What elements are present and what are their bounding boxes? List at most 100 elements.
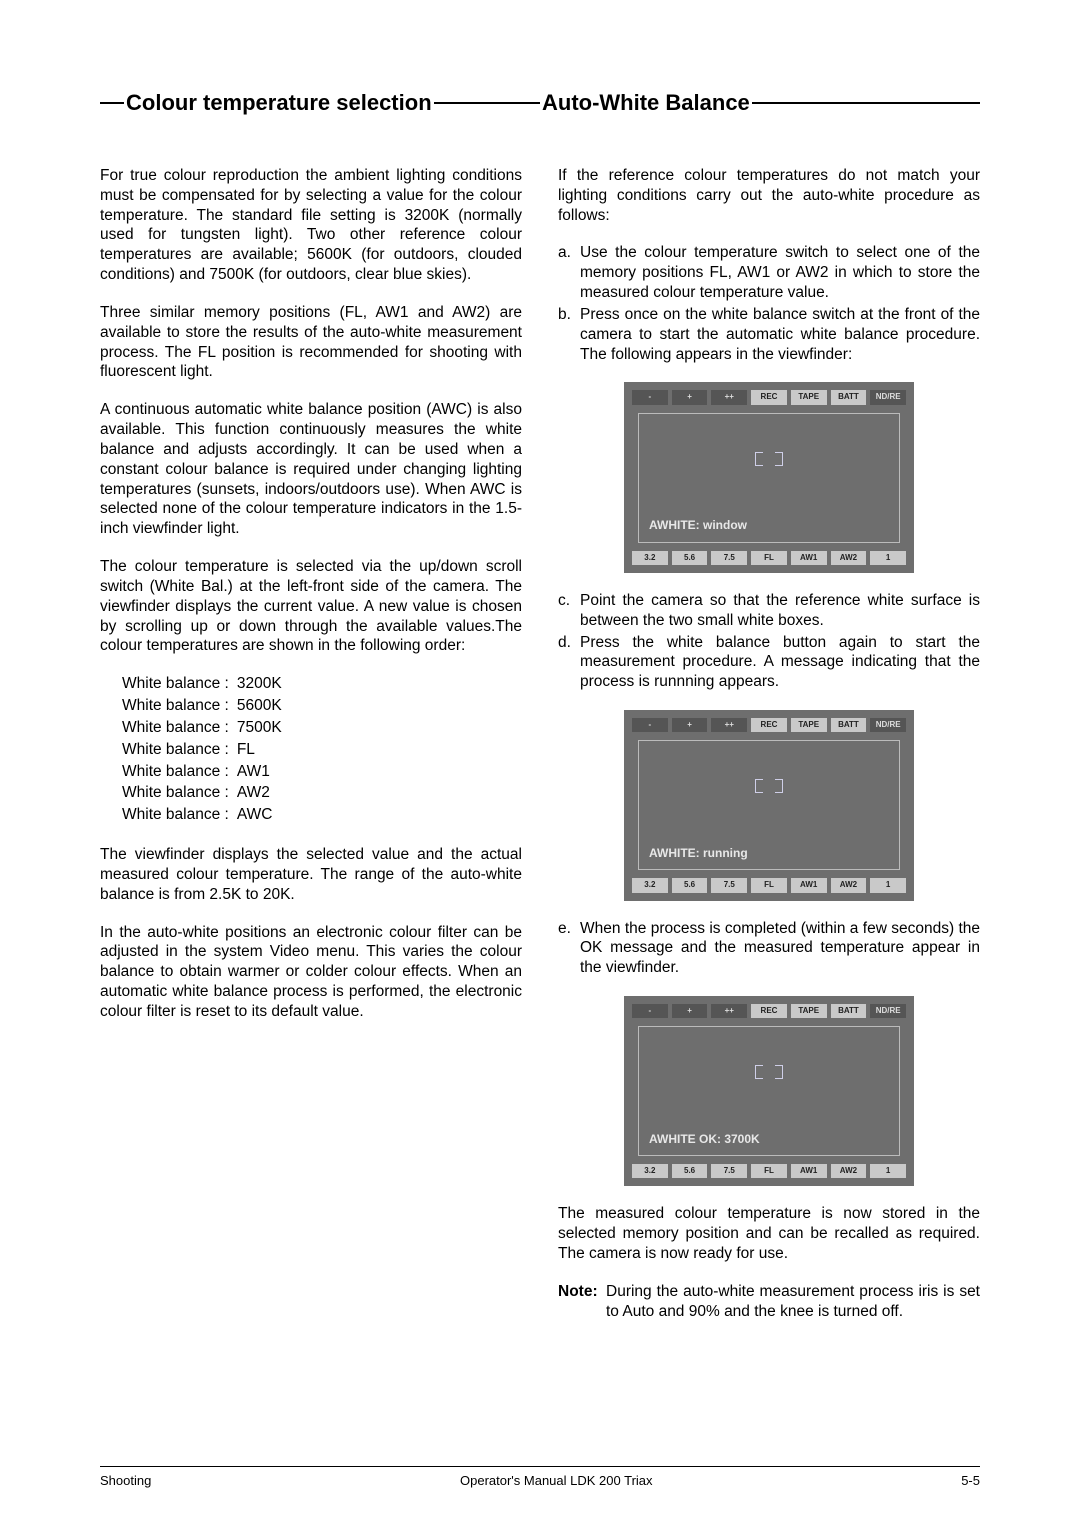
heading-rule bbox=[100, 102, 124, 104]
vf-bottom-row: 3.2 5.6 7.5 FL AW1 AW2 1 bbox=[632, 878, 906, 892]
heading-rule bbox=[752, 102, 980, 104]
vf-tag: REC bbox=[751, 1004, 787, 1018]
vf-brackets bbox=[639, 1065, 899, 1079]
wb-label: White balance : bbox=[122, 783, 237, 805]
headings-row: Colour temperature selection Auto-White … bbox=[100, 90, 980, 116]
bracket-icon bbox=[755, 1065, 763, 1079]
vf-tag: 7.5 bbox=[711, 1164, 747, 1178]
vf-tag: ND/RE bbox=[870, 390, 906, 404]
vf-tag: ND/RE bbox=[870, 1004, 906, 1018]
vf-tag: FL bbox=[751, 551, 787, 565]
note-label-text: Note bbox=[558, 1283, 592, 1300]
vf-tag: 3.2 bbox=[632, 551, 668, 565]
table-row: White balance :AW1 bbox=[122, 762, 290, 784]
vf-tag: + bbox=[672, 390, 708, 404]
table-row: White balance :AWC bbox=[122, 805, 290, 827]
step-marker: a. bbox=[558, 243, 580, 302]
columns: For true colour reproduction the ambient… bbox=[100, 166, 980, 1322]
vf-message: AWHITE: window bbox=[649, 518, 747, 533]
wb-label: White balance : bbox=[122, 674, 237, 696]
heading-right-block: Auto-White Balance bbox=[540, 90, 980, 116]
bracket-icon bbox=[755, 452, 763, 466]
vf-message: AWHITE: running bbox=[649, 846, 748, 861]
viewfinder: - + ++ REC TAPE BATT ND/RE AWHITE: runni… bbox=[624, 710, 914, 900]
vf-tag: - bbox=[632, 718, 668, 732]
wb-value: 3200K bbox=[237, 674, 290, 696]
heading-left: Colour temperature selection bbox=[124, 90, 434, 116]
wb-value: AWC bbox=[237, 805, 290, 827]
bracket-icon bbox=[775, 1065, 783, 1079]
wb-label: White balance : bbox=[122, 762, 237, 784]
table-row: White balance :FL bbox=[122, 740, 290, 762]
step-text: Press once on the white balance switch a… bbox=[580, 305, 980, 364]
vf-tag: FL bbox=[751, 878, 787, 892]
vf-tag: 5.6 bbox=[672, 1164, 708, 1178]
vf-tag: ++ bbox=[711, 390, 747, 404]
viewfinder-figure: - + ++ REC TAPE BATT ND/RE AWHITE: windo… bbox=[558, 382, 980, 572]
viewfinder-figure: - + ++ REC TAPE BATT ND/RE AWHITE: runni… bbox=[558, 710, 980, 900]
table-row: White balance :AW2 bbox=[122, 783, 290, 805]
vf-tag: TAPE bbox=[791, 390, 827, 404]
paragraph: Three similar memory positions (FL, AW1 … bbox=[100, 303, 522, 382]
table-row: White balance :5600K bbox=[122, 696, 290, 718]
steps-list: c.Point the camera so that the reference… bbox=[558, 591, 980, 692]
vf-bottom-row: 3.2 5.6 7.5 FL AW1 AW2 1 bbox=[632, 1164, 906, 1178]
vf-tag: BATT bbox=[831, 390, 867, 404]
step-marker: c. bbox=[558, 591, 580, 631]
note-text: During the auto-white measurement proces… bbox=[606, 1282, 980, 1322]
vf-top-row: - + ++ REC TAPE BATT ND/RE bbox=[632, 718, 906, 732]
vf-screen: AWHITE: running bbox=[638, 740, 900, 870]
vf-tag: AW1 bbox=[791, 1164, 827, 1178]
vf-top-row: - + ++ REC TAPE BATT ND/RE bbox=[632, 390, 906, 404]
paragraph: The viewfinder displays the selected val… bbox=[100, 845, 522, 904]
wb-label: White balance : bbox=[122, 696, 237, 718]
vf-tag: 5.6 bbox=[672, 878, 708, 892]
wb-value: AW1 bbox=[237, 762, 290, 784]
vf-tag: ++ bbox=[711, 718, 747, 732]
vf-tag: 1 bbox=[870, 878, 906, 892]
vf-tag: AW2 bbox=[831, 878, 867, 892]
list-item: d.Press the white balance button again t… bbox=[558, 633, 980, 692]
vf-brackets bbox=[639, 452, 899, 466]
vf-bottom-row: 3.2 5.6 7.5 FL AW1 AW2 1 bbox=[632, 551, 906, 565]
vf-screen: AWHITE: window bbox=[638, 413, 900, 543]
note-label: Note: bbox=[558, 1282, 606, 1322]
heading-rule bbox=[434, 102, 540, 104]
paragraph: A continuous automatic white balance pos… bbox=[100, 400, 522, 539]
bracket-icon bbox=[775, 779, 783, 793]
step-text: Point the camera so that the reference w… bbox=[580, 591, 980, 631]
wb-label: White balance : bbox=[122, 805, 237, 827]
bracket-icon bbox=[755, 779, 763, 793]
paragraph: If the reference colour temperatures do … bbox=[558, 166, 980, 225]
bracket-icon bbox=[775, 452, 783, 466]
step-marker: d. bbox=[558, 633, 580, 692]
note-block: Note: During the auto-white measurement … bbox=[558, 1282, 980, 1322]
vf-tag: 1 bbox=[870, 551, 906, 565]
heading-left-block: Colour temperature selection bbox=[100, 90, 540, 116]
vf-tag: FL bbox=[751, 1164, 787, 1178]
vf-tag: ++ bbox=[711, 1004, 747, 1018]
list-item: e.When the process is completed (within … bbox=[558, 919, 980, 978]
heading-right: Auto-White Balance bbox=[540, 90, 752, 116]
steps-list: e.When the process is completed (within … bbox=[558, 919, 980, 978]
table-row: White balance :7500K bbox=[122, 718, 290, 740]
vf-tag: AW1 bbox=[791, 878, 827, 892]
vf-tag: REC bbox=[751, 718, 787, 732]
list-item: c.Point the camera so that the reference… bbox=[558, 591, 980, 631]
step-marker: b. bbox=[558, 305, 580, 364]
vf-tag: - bbox=[632, 1004, 668, 1018]
steps-list: a.Use the colour temperature switch to s… bbox=[558, 243, 980, 364]
paragraph: In the auto-white positions an electroni… bbox=[100, 923, 522, 1022]
vf-tag: 3.2 bbox=[632, 878, 668, 892]
paragraph: The measured colour temperature is now s… bbox=[558, 1204, 980, 1263]
viewfinder: - + ++ REC TAPE BATT ND/RE AWHITE: windo… bbox=[624, 382, 914, 572]
step-text: When the process is completed (within a … bbox=[580, 919, 980, 978]
vf-tag: AW2 bbox=[831, 1164, 867, 1178]
vf-tag: ND/RE bbox=[870, 718, 906, 732]
vf-tag: 3.2 bbox=[632, 1164, 668, 1178]
paragraph: For true colour reproduction the ambient… bbox=[100, 166, 522, 285]
wb-value: AW2 bbox=[237, 783, 290, 805]
vf-top-row: - + ++ REC TAPE BATT ND/RE bbox=[632, 1004, 906, 1018]
vf-tag: 1 bbox=[870, 1164, 906, 1178]
vf-tag: - bbox=[632, 390, 668, 404]
